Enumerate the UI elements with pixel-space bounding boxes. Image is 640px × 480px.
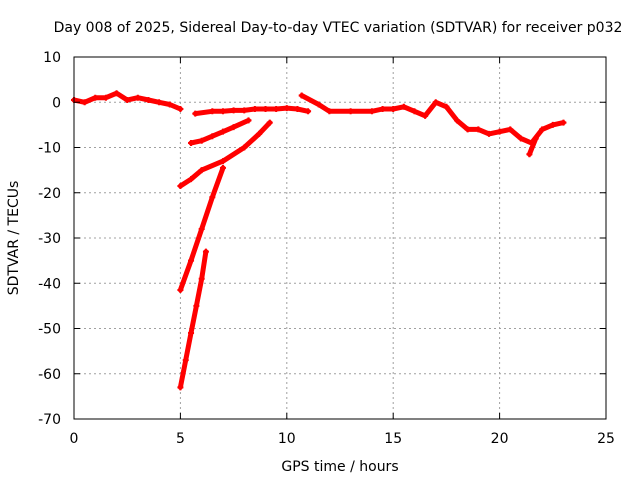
data-point [209,194,216,201]
x-tick-label: 20 [491,431,509,447]
data-point [124,96,131,103]
data-point [219,128,226,135]
y-tick-label: -70 [38,412,61,428]
y-tick-label: 10 [43,50,61,66]
data-point [182,357,189,364]
data-point [92,94,99,101]
data-point [496,128,503,135]
data-point [251,106,258,113]
data-point [156,99,163,106]
data-point [411,108,418,115]
data-point [256,130,263,137]
data-point [315,101,322,108]
data-point [177,287,184,294]
data-point [219,158,226,165]
data-point [379,106,386,113]
y-tick-label: -40 [38,276,61,292]
data-point [454,117,461,124]
data-point [198,137,205,144]
series-line-arc-4 [188,117,251,146]
data-point [485,130,492,137]
data-point [166,101,173,108]
data-point [262,106,269,113]
data-point [245,117,252,124]
data-point [283,105,290,112]
x-tick-label: 10 [278,431,296,447]
data-point [81,99,88,106]
tick-layer: 0 5 10 15 20 25 10 0 -10 -20 -30 -40 -50 -60 -70 [38,50,615,447]
data-point [241,107,248,114]
data-point [209,108,216,115]
data-point [202,248,209,255]
y-tick-label: -30 [38,231,61,247]
x-axis-title: GPS time / hours [281,459,398,475]
data-point [209,133,216,140]
data-point [241,144,248,151]
data-point [230,107,237,114]
x-tick-label: 25 [597,431,615,447]
data-point [219,164,226,171]
data-point [188,330,195,337]
data-point [102,94,109,101]
data-point [193,302,200,309]
data-point [294,106,301,113]
data-point [539,126,546,133]
data-point [198,275,205,282]
data-point [113,90,120,97]
data-point [390,106,397,113]
data-point [145,96,152,103]
y-tick-label: -60 [38,367,61,383]
x-tick-label: 15 [384,431,402,447]
data-point [188,257,195,264]
data-point [230,124,237,131]
data-point [188,176,195,183]
data-point [464,126,471,133]
data-point [177,384,184,391]
data-point [517,135,524,142]
data-point [188,139,195,146]
data-point [368,108,375,115]
data-point [560,119,567,126]
y-tick-label: 0 [52,95,61,111]
y-tick-label: -10 [38,141,61,157]
series-line-arc-8 [526,135,539,157]
series-layer [71,90,567,391]
data-point [432,99,439,106]
data-point [134,94,141,101]
series-line-arc-7 [177,249,209,390]
data-point [443,103,450,110]
chart-title: Day 008 of 2025, Sidereal Day-to-day VTE… [54,20,623,36]
y-tick-label: -20 [38,186,61,202]
data-point [305,108,312,115]
data-point [526,151,533,158]
data-point [273,106,280,113]
data-point [177,106,184,113]
data-point [298,92,305,99]
data-point [347,108,354,115]
data-point [198,225,205,232]
y-axis-title: SDTVAR / TECUs [6,181,22,296]
data-point [532,135,539,142]
data-point [326,108,333,115]
y-tick-label: -50 [38,322,61,338]
data-point [507,126,514,133]
data-point [198,167,205,174]
data-point [177,182,184,189]
data-point [266,119,273,126]
data-point [549,121,556,128]
x-tick-label: 0 [70,431,79,447]
data-point [219,108,226,115]
data-point [192,110,199,117]
grid-layer [74,57,606,419]
data-point [400,103,407,110]
data-point [475,126,482,133]
data-point [422,112,429,119]
x-tick-label: 5 [176,431,185,447]
